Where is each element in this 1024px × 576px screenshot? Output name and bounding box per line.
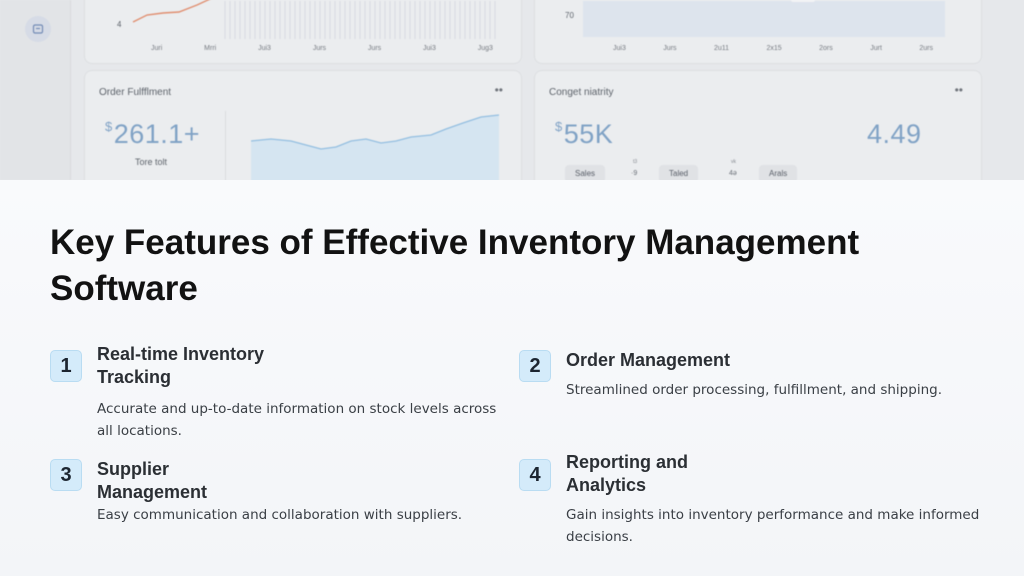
pill-tiny-label: t3	[633, 159, 638, 165]
x-tick: Jurs	[663, 45, 677, 52]
currency-symbol: $	[555, 119, 563, 134]
metric-value: $55K	[555, 119, 613, 150]
x-tick: 2ors	[819, 45, 833, 52]
feature-title: Reporting and Analytics	[566, 452, 688, 495]
line-chart	[132, 0, 496, 39]
pill-tiny-label: vk	[731, 159, 736, 165]
metric-card: Conget niatrity •• $55K 4.49 t3 vk Sales…	[534, 70, 982, 180]
tab-taled[interactable]: Taled	[659, 165, 699, 180]
divider	[225, 111, 226, 180]
area-chart-fill	[583, 1, 945, 37]
x-tick: Juri	[151, 45, 163, 52]
more-icon[interactable]: ••	[954, 83, 963, 97]
x-tick: 2u11	[713, 45, 730, 52]
x-tick: Jui3	[613, 45, 626, 52]
dashboard-screenshot: 4 Juri Mrri Jui3 Jurs Jurs Jui3 Jug3 70 …	[0, 0, 1024, 180]
currency-symbol: $	[105, 119, 113, 134]
x-axis-ticks: Juri Mrri Jui3 Jurs Jurs Jui3 Jug3	[151, 45, 493, 52]
area-chart-card: 70 Jui3 Jurs 2u11 2x15 2ors Jurt 2urs	[534, 0, 982, 64]
feature-title: Supplier Management	[97, 459, 208, 502]
order-fulfillment-card: Order Fulfflment •• $261.1+ Tore tolt	[84, 70, 522, 180]
metric-number: 55K	[563, 119, 614, 149]
page-title: Key Features of Effective Inventory Mana…	[50, 223, 860, 308]
metric-number: 261.1+	[113, 119, 201, 149]
card-title: Order Fulfflment	[99, 87, 172, 98]
x-tick: Jurs	[312, 45, 327, 52]
number-badge: 3	[50, 459, 82, 491]
sidebar-rail	[0, 0, 71, 180]
y-tick-label: 4	[117, 20, 122, 29]
tab-sales[interactable]: Sales	[565, 165, 606, 180]
metric-caption: Tore tolt	[135, 157, 168, 167]
x-tick: Mrri	[204, 45, 217, 52]
feature-description: Accurate and up-to-date information on s…	[97, 401, 497, 439]
box-icon	[25, 16, 51, 42]
x-axis-ticks: Jui3 Jurs 2u11 2x15 2ors Jurt 2urs	[613, 45, 933, 52]
sparkline-chart	[251, 114, 500, 180]
number-badge: 4	[519, 459, 551, 491]
tab-arals[interactable]: Arals	[759, 165, 798, 180]
features-section: Key Features of Effective Inventory Mana…	[0, 180, 1024, 576]
feature-title: Real-time Inventory Tracking	[97, 344, 265, 387]
card-title: Conget niatrity	[549, 87, 614, 98]
number-badge: 1	[50, 350, 82, 382]
x-tick: Jui3	[258, 45, 271, 52]
feature-description: Streamlined order processing, fulfillmen…	[566, 382, 942, 398]
x-tick: 2x15	[766, 45, 782, 52]
feature-description: Easy communication and collaboration wit…	[97, 507, 463, 523]
pill-count: ·9	[631, 170, 638, 177]
x-tick: 2urs	[919, 45, 933, 52]
x-tick: Jurt	[870, 45, 882, 52]
more-icon[interactable]: ••	[494, 83, 503, 97]
x-tick: Jurs	[367, 45, 382, 52]
x-tick: Jug3	[477, 45, 493, 52]
secondary-metric: 4.49	[867, 119, 922, 149]
y-tick-label: 70	[565, 11, 574, 20]
feature-description: Gain insights into inventory performance…	[566, 507, 980, 545]
metric-value: $261.1+	[105, 119, 200, 150]
number-badge: 2	[519, 350, 551, 382]
line-chart-card: 4 Juri Mrri Jui3 Jurs Jurs Jui3 Jug3	[84, 0, 522, 64]
x-tick: Jui3	[423, 45, 436, 52]
pill-count: 4ə	[729, 170, 737, 177]
chart-tooltip	[791, 0, 815, 2]
feature-title: Order Management	[566, 350, 731, 370]
